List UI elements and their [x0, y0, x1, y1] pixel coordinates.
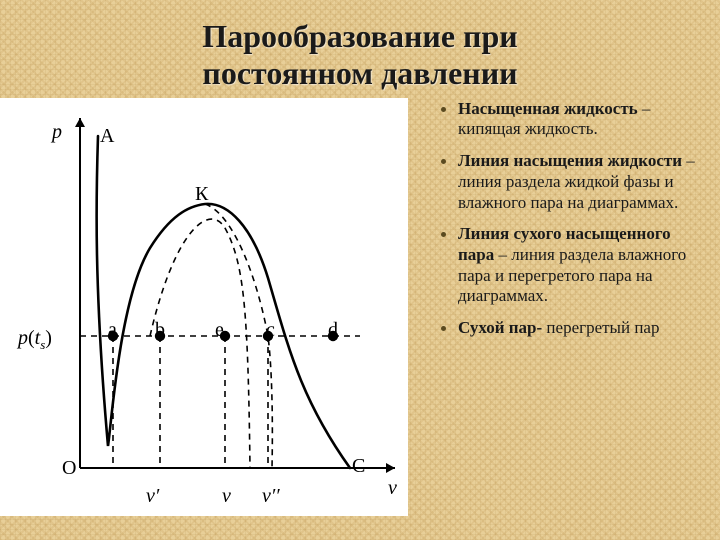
svg-text:d: d [328, 319, 338, 341]
svg-text:C: C [352, 455, 365, 477]
bullet-item: Линия сухого насыщенного пара – линия ра… [458, 223, 700, 307]
svg-text:v: v [388, 477, 397, 499]
svg-text:v: v [222, 485, 231, 507]
svg-text:c: c [266, 319, 275, 341]
slide-title: Парообразование при постоянном давлении [0, 0, 720, 92]
bullet-rest: перегретый пар [542, 318, 659, 337]
svg-text:v′: v′ [146, 485, 160, 507]
bullet-term: Линия насыщения жидкости [458, 151, 682, 170]
svg-text:b: b [155, 319, 165, 341]
bullet-term: Сухой пар- [458, 318, 542, 337]
bullet-item: Сухой пар- перегретый пар [458, 317, 700, 339]
svg-text:a: a [108, 319, 117, 341]
svg-text:p: p [50, 121, 62, 143]
svg-text:p(ts): p(ts) [16, 327, 52, 352]
svg-text:A: A [100, 125, 115, 147]
title-line-1: Парообразование при [202, 18, 517, 54]
svg-text:e: e [215, 319, 224, 341]
content-row: p A К O Cv p(ts) a b e c d v′ v v′′ Насыщенная жидкос… [0, 92, 720, 516]
title-line-2: постоянном давлении [202, 55, 517, 91]
svg-text:К: К [195, 183, 209, 205]
pv-diagram: p A К O Cv p(ts) a b e c d v′ v v′′ [0, 98, 408, 516]
svg-text:O: O [62, 457, 76, 479]
svg-text:v′′: v′′ [262, 485, 280, 507]
bullet-item: Насыщенная жидкость – кипящая жидкость. [458, 98, 700, 140]
definitions-list: Насыщенная жидкость – кипящая жидкость. Л… [408, 98, 700, 349]
bullet-term: Насыщенная жидкость [458, 99, 638, 118]
bullet-item: Линия насыщения жидкости – линия раздела… [458, 150, 700, 213]
